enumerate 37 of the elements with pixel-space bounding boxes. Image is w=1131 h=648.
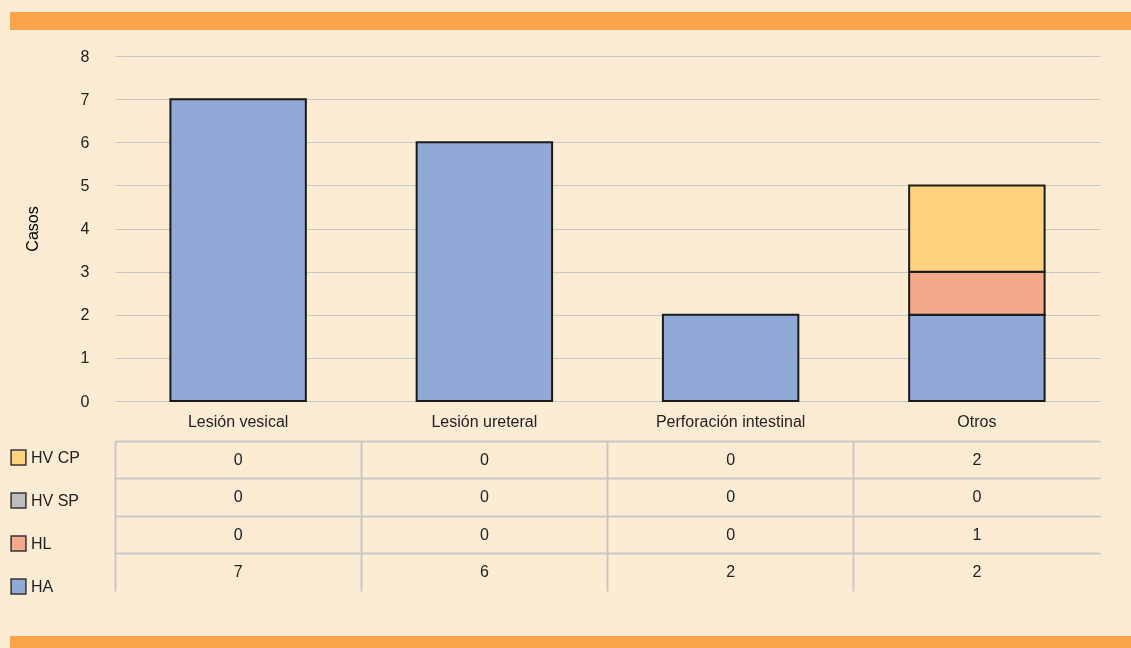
data-label: 2 [972,563,982,581]
y-tick-label: 3 [80,263,90,281]
data-label: 2 [726,563,736,581]
y-tick-label: 2 [80,306,90,324]
data-label: 0 [972,488,982,506]
data-label: 7 [233,563,243,581]
x-tick-label: Lesión ureteral [431,412,538,430]
x-tick-label: Otros [957,412,997,430]
y-tick-label: 1 [80,349,90,367]
data-label: 0 [726,488,736,506]
data-label: 0 [479,525,489,543]
y-tick-label: 8 [80,47,90,65]
data-label: 0 [233,525,243,543]
legend-label: HV SP [31,491,80,509]
y-tick-label: 0 [80,392,90,410]
data-label: 0 [726,450,736,468]
x-tick-label: Lesión vesical [187,412,289,430]
bar [661,313,800,402]
data-label: 2 [972,450,982,468]
data-label: 0 [479,488,489,506]
data-label: 0 [479,450,489,468]
data-label: 0 [233,450,243,468]
data-label: 1 [972,525,982,543]
legend-label: HA [31,577,54,595]
y-tick-label: 4 [80,220,90,237]
legend-label: HL [31,534,52,552]
y-axis-title: Casos [23,206,41,252]
y-tick-label: 6 [80,133,90,151]
x-tick-label: Perforación intestinal [655,412,806,430]
data-label: 0 [726,525,736,543]
data-label: 0 [233,488,243,506]
bar [169,98,307,402]
bar [415,141,554,402]
legend-label: HV CP [31,448,80,466]
y-tick-label: 7 [80,90,90,108]
data-label: 6 [479,563,489,581]
y-tick-label: 5 [80,176,90,194]
